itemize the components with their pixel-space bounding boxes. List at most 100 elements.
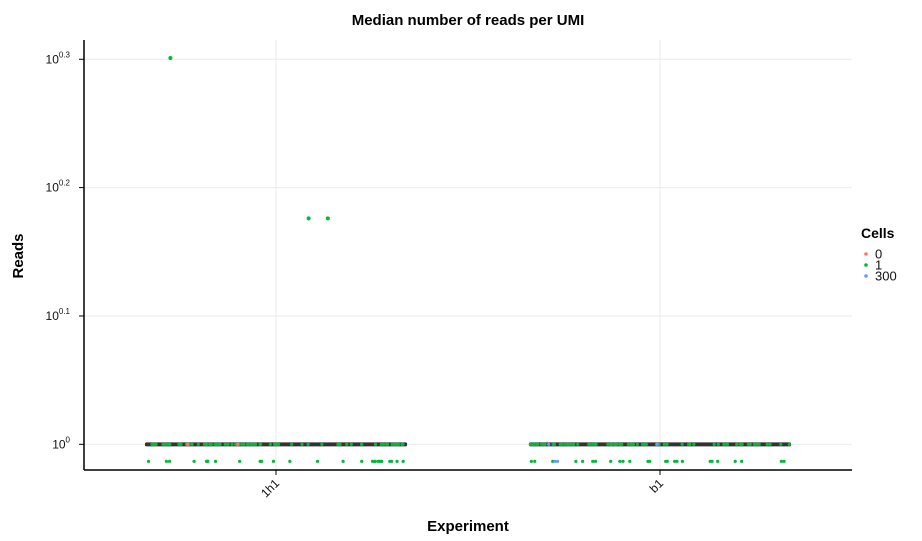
point-cells-1 xyxy=(533,459,537,463)
point-cells-1 xyxy=(543,442,547,446)
point-cells-1 xyxy=(271,459,276,463)
point-cells-1 xyxy=(204,442,208,446)
y-tick-label: 100.1 xyxy=(46,307,71,323)
point-cells-1 xyxy=(226,442,230,446)
legend-label: 0 xyxy=(875,247,882,262)
point-cells-1 xyxy=(376,459,380,463)
point-cells-1 xyxy=(167,459,172,463)
point-cells-300 xyxy=(547,442,551,446)
point-cells-1 xyxy=(626,442,630,446)
point-cells-1 xyxy=(209,442,213,446)
point-cells-1 xyxy=(245,442,250,446)
point-cells-1 xyxy=(258,442,263,446)
point-cells-1 xyxy=(643,442,647,446)
point-cells-1 xyxy=(536,442,540,446)
point-cells-1 xyxy=(673,459,677,463)
outlier-point xyxy=(306,216,311,221)
point-cells-1 xyxy=(152,442,156,446)
point-cells-1 xyxy=(395,459,399,463)
point-cells-1 xyxy=(757,442,761,446)
point-cells-1 xyxy=(746,442,750,446)
point-cells-1 xyxy=(688,442,692,446)
point-cells-1 xyxy=(606,442,610,446)
point-cells-1 xyxy=(373,459,377,463)
legend-key xyxy=(864,252,868,256)
point-cells-1 xyxy=(551,459,555,463)
point-cells-1 xyxy=(662,442,666,446)
point-cells-1 xyxy=(628,459,632,463)
point-cells-1 xyxy=(787,442,791,446)
point-cells-1 xyxy=(646,459,650,463)
point-cells-1 xyxy=(576,442,580,446)
point-cells-1 xyxy=(675,459,679,463)
point-cells-1 xyxy=(618,459,622,463)
point-cells-1 xyxy=(370,459,375,463)
outlier-point xyxy=(325,216,330,221)
point-cells-1 xyxy=(196,442,200,446)
point-cells-0 xyxy=(186,442,190,446)
point-cells-1 xyxy=(613,442,617,446)
point-cells-1 xyxy=(680,459,685,463)
point-cells-300 xyxy=(655,442,659,446)
point-cells-0 xyxy=(236,442,240,446)
point-cells-1 xyxy=(593,442,597,446)
point-cells-1 xyxy=(223,442,227,446)
y-tick-label: 100.3 xyxy=(46,50,71,66)
point-cells-1 xyxy=(735,442,739,446)
point-cells-1 xyxy=(394,442,399,446)
point-cells-1 xyxy=(665,442,669,446)
point-cells-1 xyxy=(609,459,613,463)
x-tick-labels: 1h1 b1 xyxy=(258,470,666,500)
x-tick-label: 1h1 xyxy=(258,476,282,500)
point-cells-1 xyxy=(779,442,783,446)
point-cells-1 xyxy=(552,442,557,446)
point-cells-1 xyxy=(288,459,292,463)
point-cells-1 xyxy=(276,442,281,446)
point-cells-1 xyxy=(581,459,585,463)
point-cells-1 xyxy=(722,442,726,446)
point-cells-1 xyxy=(214,442,218,446)
chart-title: Median number of reads per UMI xyxy=(352,12,585,29)
outlier-point xyxy=(168,55,173,60)
point-cells-1 xyxy=(401,459,405,463)
point-cells-1 xyxy=(217,442,221,446)
y-tick-label: 100 xyxy=(52,435,70,451)
point-cells-300 xyxy=(553,459,557,463)
point-cells-1 xyxy=(162,442,166,446)
point-cells-1 xyxy=(379,442,383,446)
point-cells-1 xyxy=(164,459,168,463)
point-cells-1 xyxy=(779,459,783,463)
point-cells-1 xyxy=(631,442,636,446)
point-cells-1 xyxy=(529,459,533,463)
point-cells-1 xyxy=(254,442,258,446)
point-cells-1 xyxy=(385,442,390,446)
point-cells-1 xyxy=(373,442,378,446)
grid xyxy=(79,40,852,470)
point-cells-1 xyxy=(558,442,562,446)
y-tick-label: 100.2 xyxy=(46,179,71,195)
point-cells-1 xyxy=(621,459,625,463)
point-cells-1 xyxy=(708,459,712,463)
point-cells-1 xyxy=(268,442,272,446)
point-cells-1 xyxy=(680,442,684,446)
point-cells-1 xyxy=(716,442,720,446)
point-cells-1 xyxy=(179,442,183,446)
point-cells-1 xyxy=(359,442,364,446)
point-cells-1 xyxy=(665,459,669,463)
point-cells-1 xyxy=(401,442,405,446)
point-cells-1 xyxy=(590,442,594,446)
point-cells-1 xyxy=(610,442,614,446)
point-cells-1 xyxy=(740,459,744,463)
point-cells-1 xyxy=(765,442,769,446)
point-cells-1 xyxy=(572,442,576,446)
point-cells-1 xyxy=(345,442,349,446)
y-tick-labels: 100 100.1 100.2 100.3 xyxy=(46,50,71,451)
point-cells-1 xyxy=(635,442,639,446)
legend-key xyxy=(864,263,868,267)
point-cells-1 xyxy=(738,442,742,446)
point-cells-1 xyxy=(381,442,386,446)
point-cells-1 xyxy=(725,442,730,446)
axes xyxy=(83,40,852,471)
legend-label: 300 xyxy=(875,269,897,284)
